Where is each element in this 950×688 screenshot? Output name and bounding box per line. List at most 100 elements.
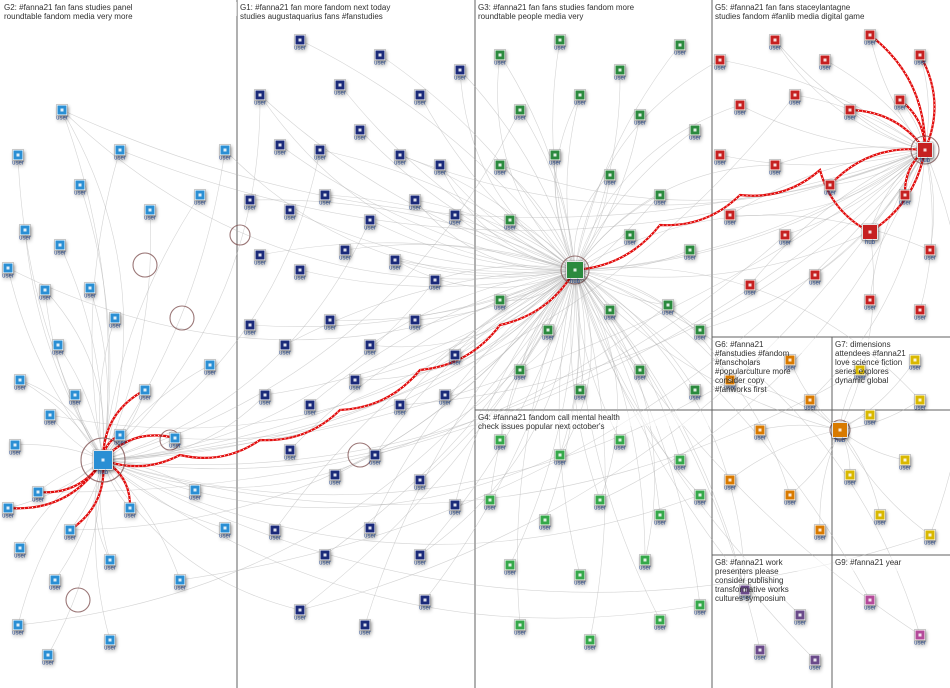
node[interactable]: user — [14, 375, 26, 392]
node[interactable]: user — [419, 595, 431, 612]
node[interactable]: user — [12, 620, 24, 637]
node[interactable]: user — [394, 150, 406, 167]
node[interactable]: user — [694, 325, 706, 342]
node[interactable]: user — [844, 105, 856, 122]
node[interactable]: user — [284, 205, 296, 222]
node[interactable]: user — [674, 455, 686, 472]
node[interactable]: user — [754, 645, 766, 662]
node[interactable]: user — [824, 180, 836, 197]
node[interactable]: user — [274, 140, 286, 157]
node[interactable]: user — [662, 300, 674, 317]
node[interactable]: user — [69, 390, 81, 407]
node[interactable]: user — [329, 470, 341, 487]
node[interactable]: user — [44, 410, 56, 427]
node[interactable]: user — [194, 190, 206, 207]
node[interactable]: user — [484, 495, 496, 512]
node[interactable]: user — [909, 355, 921, 372]
node[interactable]: user — [634, 365, 646, 382]
node[interactable]: user — [784, 490, 796, 507]
node[interactable]: user — [49, 575, 61, 592]
node[interactable]: user — [714, 55, 726, 72]
node[interactable]: user — [694, 600, 706, 617]
node[interactable]: user — [864, 295, 876, 312]
node[interactable]: user — [174, 575, 186, 592]
node[interactable]: user — [724, 475, 736, 492]
node[interactable]: user — [809, 655, 821, 672]
node[interactable]: user — [449, 350, 461, 367]
node[interactable]: user — [189, 485, 201, 502]
node[interactable]: user — [639, 555, 651, 572]
node[interactable]: user — [369, 450, 381, 467]
node[interactable]: user — [259, 390, 271, 407]
node[interactable]: user — [32, 487, 44, 504]
node[interactable]: user — [269, 525, 281, 542]
node[interactable]: user — [614, 435, 626, 452]
node[interactable]: user — [819, 55, 831, 72]
node[interactable]: user — [549, 150, 561, 167]
node[interactable]: user — [144, 205, 156, 222]
node[interactable]: user — [314, 145, 326, 162]
node[interactable]: user — [319, 550, 331, 567]
node[interactable]: user — [864, 410, 876, 427]
node[interactable]: user — [169, 433, 181, 450]
node[interactable]: user — [899, 190, 911, 207]
node[interactable]: user — [914, 395, 926, 412]
node[interactable]: user — [449, 210, 461, 227]
node[interactable]: user — [594, 495, 606, 512]
node[interactable]: user — [494, 50, 506, 67]
node[interactable]: user — [394, 400, 406, 417]
node[interactable]: user — [294, 265, 306, 282]
node[interactable]: user — [504, 215, 516, 232]
node[interactable]: user — [539, 515, 551, 532]
node[interactable]: user — [334, 80, 346, 97]
node[interactable]: user — [389, 255, 401, 272]
node[interactable]: user — [554, 450, 566, 467]
node[interactable]: user — [694, 490, 706, 507]
node[interactable]: user — [114, 145, 126, 162]
node[interactable]: user — [52, 340, 64, 357]
node[interactable]: user — [689, 385, 701, 402]
node[interactable]: user — [754, 425, 766, 442]
node[interactable]: user — [504, 560, 516, 577]
node[interactable]: user — [874, 510, 886, 527]
node[interactable]: user — [864, 30, 876, 47]
node[interactable]: user — [104, 555, 116, 572]
node[interactable]: user — [654, 510, 666, 527]
node[interactable]: user — [634, 110, 646, 127]
node[interactable]: user — [689, 125, 701, 142]
node[interactable]: user — [794, 610, 806, 627]
node[interactable]: user — [254, 90, 266, 107]
node[interactable]: user — [409, 195, 421, 212]
node[interactable]: user — [542, 325, 554, 342]
node[interactable]: user — [554, 35, 566, 52]
node[interactable]: user — [74, 180, 86, 197]
node[interactable]: user — [924, 530, 936, 547]
node[interactable]: user — [359, 620, 371, 637]
node[interactable]: hub — [862, 224, 878, 246]
node[interactable]: user — [12, 150, 24, 167]
node[interactable]: user — [449, 500, 461, 517]
node[interactable]: user — [724, 210, 736, 227]
node[interactable]: user — [514, 105, 526, 122]
node[interactable]: user — [674, 40, 686, 57]
node[interactable]: user — [84, 283, 96, 300]
node[interactable]: user — [414, 550, 426, 567]
node[interactable]: hub — [917, 142, 933, 164]
node[interactable]: user — [494, 160, 506, 177]
node[interactable]: user — [624, 230, 636, 247]
node[interactable]: user — [809, 270, 821, 287]
node[interactable]: user — [109, 313, 121, 330]
node[interactable]: user — [604, 305, 616, 322]
node[interactable]: user — [244, 195, 256, 212]
node[interactable]: user — [914, 305, 926, 322]
node[interactable]: user — [864, 595, 876, 612]
node[interactable]: user — [304, 400, 316, 417]
node[interactable]: user — [899, 455, 911, 472]
node[interactable]: user — [244, 320, 256, 337]
node[interactable]: user — [434, 160, 446, 177]
node[interactable]: user — [789, 90, 801, 107]
node[interactable]: user — [9, 440, 21, 457]
node[interactable]: user — [614, 65, 626, 82]
node[interactable]: user — [354, 125, 366, 142]
node[interactable]: user — [894, 95, 906, 112]
